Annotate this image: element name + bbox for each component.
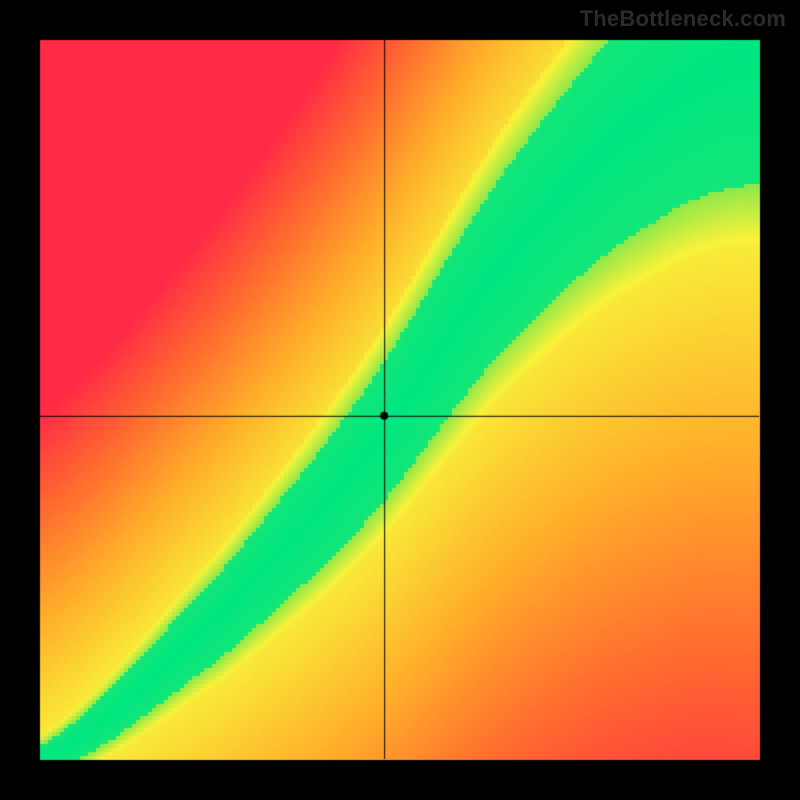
chart-root: TheBottleneck.com bbox=[0, 0, 800, 800]
watermark-text: TheBottleneck.com bbox=[580, 6, 786, 32]
heatmap-canvas bbox=[0, 0, 800, 800]
